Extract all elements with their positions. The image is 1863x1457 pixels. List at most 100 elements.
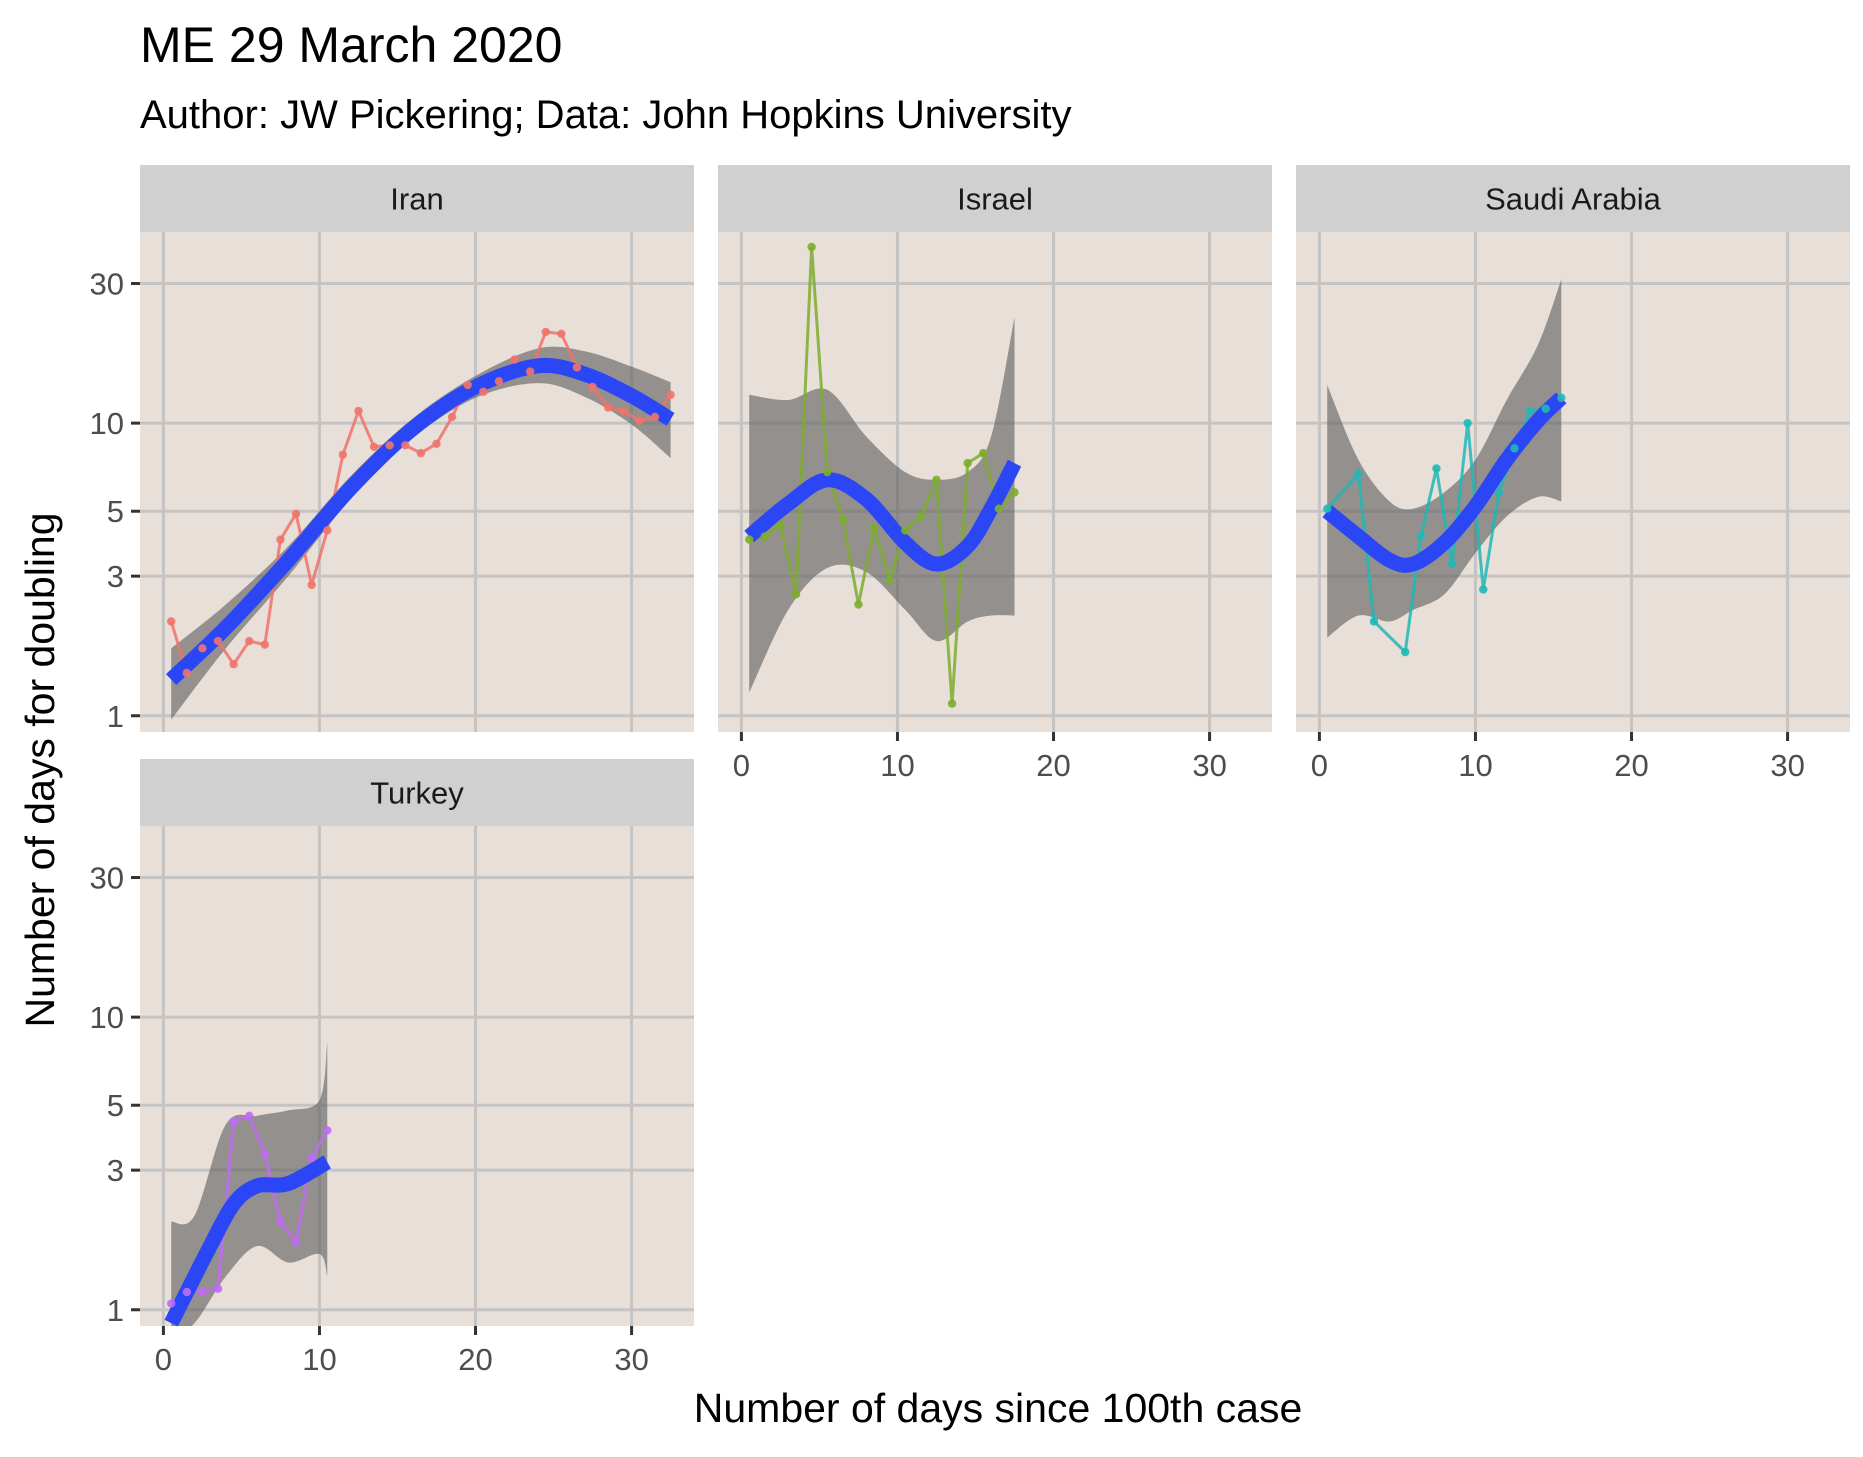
data-point bbox=[167, 617, 176, 626]
data-point bbox=[1323, 504, 1332, 513]
x-axis-title: Number of days since 100th case bbox=[694, 1385, 1303, 1431]
data-point bbox=[619, 406, 628, 416]
data-point bbox=[323, 1126, 332, 1135]
strip-israel bbox=[718, 165, 1272, 232]
data-point bbox=[994, 504, 1004, 513]
data-point bbox=[276, 1217, 285, 1226]
data-point bbox=[979, 448, 988, 458]
strip-label-saudi-arabia: Saudi Arabia bbox=[1485, 182, 1662, 217]
data-point bbox=[167, 1299, 176, 1308]
data-point bbox=[245, 636, 254, 646]
data-point bbox=[650, 412, 660, 422]
strip-label-iran: Iran bbox=[390, 182, 443, 217]
y-tick-label: 5 bbox=[107, 494, 124, 529]
data-point bbox=[416, 448, 426, 458]
y-tick-label: 10 bbox=[90, 406, 124, 441]
data-point bbox=[198, 1287, 207, 1297]
data-point bbox=[307, 1153, 316, 1163]
data-point bbox=[885, 576, 894, 585]
x-tick-label: 30 bbox=[614, 1342, 648, 1377]
strip-turkey bbox=[140, 759, 694, 826]
data-point bbox=[823, 467, 832, 477]
data-point bbox=[1494, 488, 1504, 497]
data-point bbox=[635, 416, 644, 425]
strip-iran bbox=[140, 165, 694, 232]
data-point bbox=[916, 512, 926, 521]
data-point bbox=[1010, 488, 1019, 497]
panel-marks-saudi-arabia bbox=[1322, 279, 1567, 657]
panel-marks-israel bbox=[744, 242, 1022, 708]
x-tick-label: 10 bbox=[880, 748, 914, 783]
smooth-line-iran bbox=[166, 357, 675, 685]
data-point bbox=[338, 450, 348, 459]
confidence-ribbon bbox=[1327, 279, 1562, 638]
smooth-line-israel bbox=[744, 459, 1022, 572]
y-tick-label: 30 bbox=[90, 861, 124, 896]
data-point bbox=[1541, 404, 1550, 413]
x-tick-label: 20 bbox=[1614, 748, 1648, 783]
data-point bbox=[869, 523, 879, 532]
data-point bbox=[494, 377, 504, 386]
data-point bbox=[510, 355, 519, 364]
data-point bbox=[245, 1111, 254, 1121]
data-point bbox=[229, 1117, 238, 1126]
strip-label-turkey: Turkey bbox=[370, 776, 464, 811]
data-point bbox=[198, 644, 207, 653]
x-tick-label: 0 bbox=[1311, 748, 1328, 783]
x-tick-label: 0 bbox=[733, 748, 750, 783]
data-point bbox=[291, 509, 301, 518]
panel-turkey: Turkey 1 3 5 10 30 0 10 20 30 bbox=[90, 759, 694, 1377]
data-point bbox=[807, 242, 816, 252]
data-point bbox=[525, 367, 535, 376]
data-point bbox=[791, 590, 801, 599]
data-point bbox=[260, 1150, 270, 1159]
data-point bbox=[603, 403, 613, 412]
y-tick-label: 3 bbox=[107, 1153, 124, 1188]
y-tick-label: 10 bbox=[90, 1000, 124, 1035]
panel-iran: Iran 1 3 5 10 30 bbox=[90, 165, 694, 734]
panel-israel: Israel 0 10 20 30 bbox=[718, 165, 1272, 783]
panel-marks-iran bbox=[166, 327, 675, 720]
y-tick-label: 1 bbox=[107, 699, 124, 734]
data-point bbox=[182, 1287, 192, 1297]
data-point bbox=[213, 1284, 223, 1293]
data-point bbox=[963, 458, 972, 468]
smooth-line-saudi-arabia bbox=[1322, 392, 1567, 573]
y-axis-title: Number of days for doubling bbox=[17, 512, 63, 1027]
panel-saudi-arabia: Saudi Arabia 0 10 20 30 bbox=[1296, 165, 1850, 783]
data-point bbox=[1401, 647, 1410, 657]
data-point bbox=[541, 327, 550, 337]
data-point bbox=[760, 532, 770, 541]
data-point bbox=[401, 441, 410, 450]
series-line-saudi-arabia bbox=[1326, 396, 1563, 656]
data-point bbox=[369, 442, 379, 452]
data-point bbox=[182, 668, 192, 678]
data-point bbox=[1447, 559, 1457, 569]
y-tick-label: 3 bbox=[107, 559, 124, 594]
chart-title: ME 29 March 2020 bbox=[140, 17, 562, 73]
data-point bbox=[1463, 418, 1472, 428]
data-point bbox=[291, 1238, 301, 1247]
y-tick-label: 5 bbox=[107, 1088, 124, 1123]
panel-marks-turkey bbox=[164, 1042, 332, 1326]
data-point bbox=[447, 412, 457, 422]
data-point bbox=[745, 535, 754, 544]
data-point bbox=[572, 363, 582, 372]
y-tick-label: 1 bbox=[107, 1293, 124, 1328]
data-point bbox=[432, 439, 441, 448]
data-point bbox=[479, 387, 488, 396]
data-point bbox=[323, 526, 332, 535]
data-point bbox=[776, 520, 785, 529]
panel-background bbox=[140, 232, 694, 732]
x-tick-label: 20 bbox=[1036, 748, 1070, 783]
data-point bbox=[385, 441, 394, 450]
data-point bbox=[854, 600, 863, 609]
data-point bbox=[229, 660, 238, 669]
data-point bbox=[307, 580, 316, 590]
data-point bbox=[1510, 444, 1519, 453]
x-tick-label: 30 bbox=[1770, 748, 1804, 783]
data-point bbox=[354, 406, 363, 416]
data-point bbox=[932, 475, 941, 485]
strip-saudi-arabia bbox=[1296, 165, 1850, 232]
